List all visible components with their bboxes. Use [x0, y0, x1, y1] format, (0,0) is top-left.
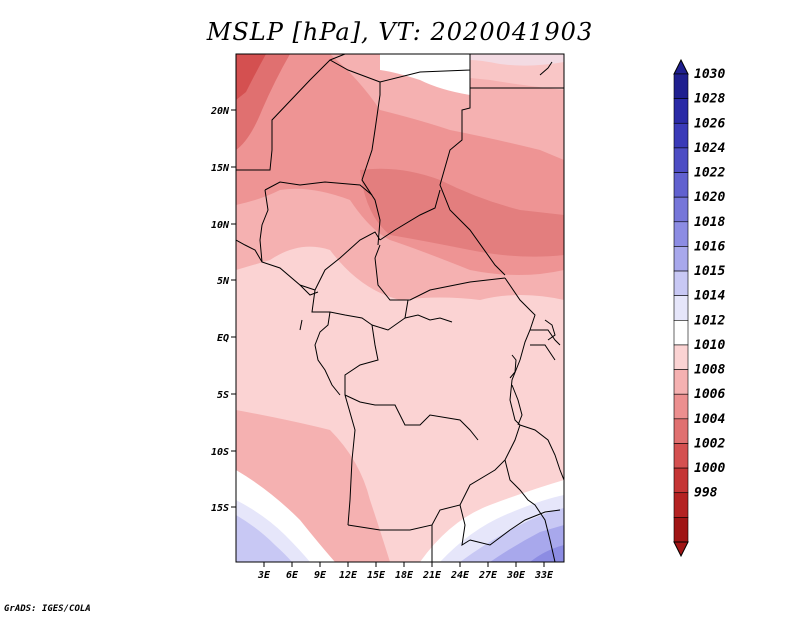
lon-tick-33e: 33E: [534, 562, 554, 581]
lat-label-20n: 20N: [210, 106, 230, 117]
colorbar-level-label: 1028: [694, 92, 725, 107]
colorbar-level-label: 1012: [694, 313, 725, 328]
lat-tick-10n: 10N: [211, 220, 236, 231]
colorbar-level-label: 1018: [694, 215, 725, 230]
colorbar-box: [673, 147, 689, 173]
lon-tick-6e: 6E: [286, 562, 299, 581]
lon-label-27e: 27E: [478, 570, 498, 581]
lat-tick-15n: 15N: [211, 163, 236, 174]
lon-axis: 3E 6E 9E 12E 15E 18E 21E 24E 27E 30E 33E: [257, 562, 554, 581]
colorbar-level-label: 1030: [694, 67, 725, 82]
lon-label-30e: 30E: [506, 570, 526, 581]
lat-label-15n: 15N: [211, 163, 230, 174]
lon-label-3e: 3E: [257, 570, 271, 581]
lon-label-18e: 18E: [395, 570, 414, 581]
colorbar-top-arrow: [673, 58, 689, 75]
country-borders: [236, 54, 564, 562]
colorbar-level-label: 1008: [694, 363, 725, 378]
lat-label-5n: 5N: [217, 276, 230, 287]
lon-label-9e: 9E: [314, 570, 327, 581]
colorbar-box: [673, 320, 689, 346]
lon-label-12e: 12E: [339, 570, 358, 581]
lat-label-eq: EQ: [217, 333, 229, 344]
colorbar-level-label: 1024: [694, 141, 725, 156]
colorbar-box: [673, 467, 689, 494]
colorbar-box: [673, 98, 689, 124]
colorbar-box: [673, 517, 689, 543]
colorbar-level-label: 1004: [694, 412, 725, 427]
colorbar-level-label: 1002: [694, 436, 725, 451]
lat-tick-5s: 5S: [217, 390, 236, 401]
lat-tick-eq: EQ: [217, 333, 236, 344]
lon-label-33e: 33E: [534, 570, 554, 581]
colorbar-box: [673, 443, 689, 469]
colorbar-level-label: 1000: [694, 461, 725, 476]
colorbar-box: [673, 196, 689, 223]
lon-tick-18e: 18E: [395, 562, 414, 581]
lat-tick-15s: 15S: [211, 503, 236, 514]
map-frame: [235, 53, 565, 563]
colorbar-boxes: [673, 58, 689, 558]
lon-tick-21e: 21E: [422, 562, 442, 581]
lat-tick-20n: 20N: [210, 106, 236, 117]
lon-label-15e: 15E: [367, 570, 386, 581]
colorbar-box: [673, 369, 689, 395]
colorbar-level-label: 1014: [694, 289, 725, 304]
colorbar-box: [673, 492, 689, 518]
colorbar-box: [673, 393, 689, 420]
lat-label-5s: 5S: [217, 390, 229, 401]
lon-label-21e: 21E: [422, 570, 442, 581]
lon-label-6e: 6E: [286, 570, 299, 581]
colorbar-box: [673, 270, 689, 296]
colorbar-level-label: 1015: [694, 264, 725, 279]
colorbar-box: [673, 344, 689, 370]
colorbar-bottom-arrow: [673, 541, 689, 558]
lat-label-15s: 15S: [211, 503, 229, 514]
lon-tick-3e: 3E: [257, 562, 271, 581]
lon-tick-9e: 9E: [314, 562, 327, 581]
lon-tick-15e: 15E: [367, 562, 386, 581]
lon-label-24e: 24E: [450, 570, 470, 581]
colorbar-level-label: 1022: [694, 166, 725, 181]
lat-axis: 20N 15N 10N 5N EQ 5S 10S 15S: [210, 106, 236, 514]
lon-tick-27e: 27E: [478, 562, 498, 581]
colorbar-box: [673, 122, 689, 149]
colorbar-level-label: 1016: [694, 239, 725, 254]
colorbar-level-label: 998: [694, 486, 718, 501]
lat-label-10s: 10S: [211, 447, 229, 458]
lat-tick-5n: 5N: [217, 276, 236, 287]
colorbar-box: [673, 418, 689, 444]
pressure-field: [236, 54, 564, 562]
lat-label-10n: 10N: [211, 220, 230, 231]
colorbar-box: [673, 246, 689, 272]
colorbar-level-label: 1010: [694, 338, 725, 353]
colorbar-level-label: 1026: [694, 116, 725, 131]
colorbar-labels: 1030 1028 1026 1024 1022 1020 1018 1016 1015 1014…: [694, 67, 725, 501]
colorbar-box: [673, 73, 689, 99]
colorbar-box: [673, 221, 689, 247]
lat-tick-10s: 10S: [211, 447, 236, 458]
map-title: MSLP [hPa], VT: 2020041903: [206, 18, 594, 46]
colorbar-level-label: 1006: [694, 387, 725, 402]
lon-tick-12e: 12E: [339, 562, 358, 581]
grads-credit: GrADS: IGES/COLA: [4, 604, 91, 614]
colorbar-box: [673, 172, 689, 198]
lon-tick-30e: 30E: [506, 562, 526, 581]
colorbar-level-label: 1020: [694, 190, 725, 205]
colorbar-box: [673, 295, 689, 321]
lon-tick-24e: 24E: [450, 562, 470, 581]
